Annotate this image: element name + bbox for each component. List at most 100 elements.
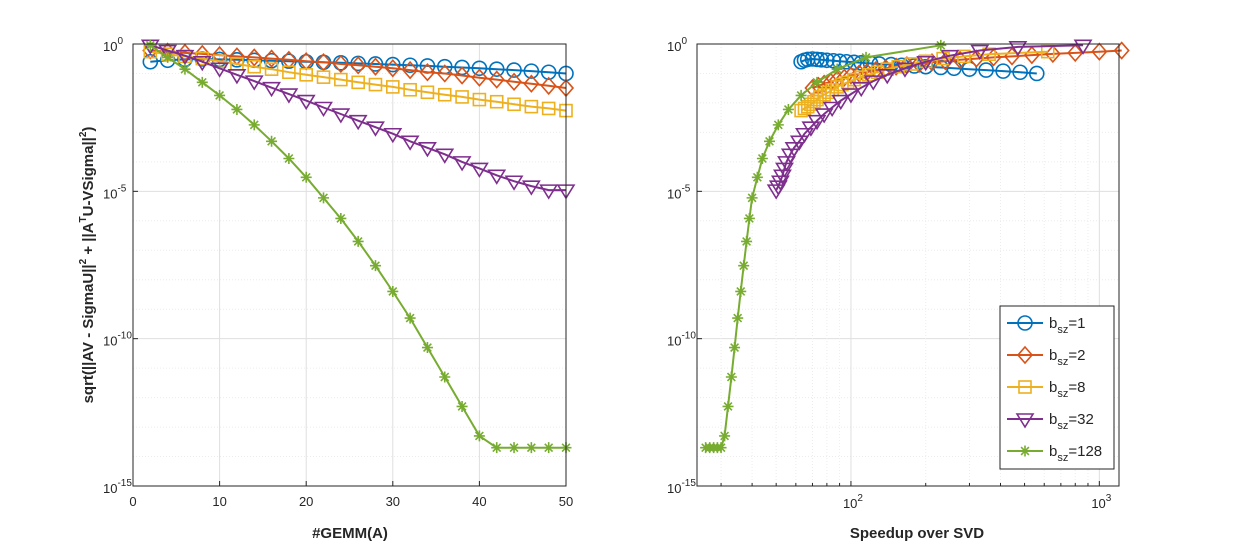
data-point (352, 235, 364, 247)
data-point (296, 94, 316, 111)
data-point (246, 48, 263, 67)
data-point (248, 119, 260, 131)
left-plot-ticks: 100 10-5 10-10 10-150 10 20 30 40 50 (103, 36, 573, 509)
data-point (335, 212, 347, 224)
data-point (350, 56, 367, 75)
data-point (524, 99, 539, 114)
data-point (801, 121, 821, 137)
data-point (419, 63, 436, 82)
x-tick-label: 0 (129, 494, 136, 509)
data-point (743, 212, 755, 224)
data-point (831, 94, 851, 111)
data-point (279, 88, 299, 104)
data-point (1028, 65, 1045, 82)
data-point (214, 89, 226, 101)
legend-label: bsz=32 (1049, 411, 1094, 432)
legend-label: bsz=8 (1049, 379, 1085, 400)
data-point (314, 101, 333, 118)
data-point (770, 175, 790, 191)
data-point (795, 127, 814, 144)
x-tick-label: 10 (212, 494, 226, 509)
y-tick-label: 10-5 (103, 183, 127, 201)
data-point (540, 64, 557, 81)
data-point (300, 171, 312, 183)
data-point (402, 57, 418, 74)
data-point (543, 442, 555, 454)
left-plot-axes-box (132, 43, 567, 487)
data-point (368, 77, 383, 92)
data-point (264, 62, 279, 76)
series-bsz=128 (700, 39, 947, 454)
data-point (227, 69, 247, 85)
data-point (735, 285, 747, 297)
data-point (400, 135, 420, 151)
data-point (813, 90, 827, 104)
data-point (454, 66, 471, 85)
legend-item-bsz=32: bsz=32 (1007, 411, 1094, 432)
data-point (452, 156, 472, 172)
data-point (266, 135, 278, 147)
data-point (741, 235, 753, 247)
data-point (439, 371, 451, 383)
data-point (175, 49, 195, 66)
data-point (506, 62, 522, 78)
legend-item-bsz=1: bsz=1 (1007, 315, 1085, 336)
x-tick-label: 30 (386, 494, 400, 509)
data-point (469, 162, 489, 178)
data-point (738, 260, 750, 272)
data-point (369, 260, 381, 272)
data-point (764, 135, 775, 147)
data-point (822, 101, 842, 118)
data-point (315, 53, 332, 72)
data-point (332, 54, 349, 74)
data-point (541, 101, 556, 116)
data-point (1044, 44, 1061, 64)
data-point (772, 119, 784, 131)
data-point (795, 89, 807, 101)
data-point (978, 62, 994, 78)
data-point (523, 63, 540, 79)
y-tick-label: 10-10 (667, 331, 696, 349)
data-point (348, 114, 368, 131)
data-point (435, 148, 455, 164)
legend-item-bsz=2: bsz=2 (1007, 345, 1085, 368)
data-point (402, 60, 419, 80)
data-point (473, 430, 485, 442)
data-point (846, 54, 862, 71)
data-point (1113, 41, 1130, 60)
data-point (418, 142, 437, 158)
data-point (247, 59, 262, 74)
data-point (831, 63, 843, 75)
data-point (773, 169, 792, 185)
data-point (957, 49, 971, 64)
data-point (813, 52, 830, 68)
series-bsz=1 (793, 51, 1045, 82)
data-point (540, 76, 557, 96)
legend-label: bsz=2 (1049, 347, 1085, 368)
data-point (809, 51, 825, 68)
legend-item-bsz=128: bsz=128 (1007, 443, 1102, 464)
data-point (299, 68, 314, 82)
data-point (863, 75, 883, 91)
data-point (437, 87, 452, 102)
data-point (505, 72, 523, 92)
data-point (282, 65, 296, 80)
data-point (436, 64, 453, 83)
data-point (851, 81, 871, 98)
data-point (841, 88, 861, 104)
data-point (383, 127, 403, 144)
data-point (940, 49, 960, 66)
data-point (521, 180, 541, 196)
data-point (334, 72, 348, 87)
data-point (830, 80, 844, 94)
data-point (162, 51, 174, 63)
data-point (367, 57, 384, 76)
y-tick-label: 10-10 (103, 331, 132, 349)
series-bsz=32 (766, 39, 1093, 200)
legend-marker (1018, 380, 1032, 394)
data-point (970, 44, 990, 61)
data-point (1067, 43, 1084, 63)
data-point (366, 121, 385, 137)
data-point (811, 76, 823, 88)
data-point (351, 75, 365, 90)
